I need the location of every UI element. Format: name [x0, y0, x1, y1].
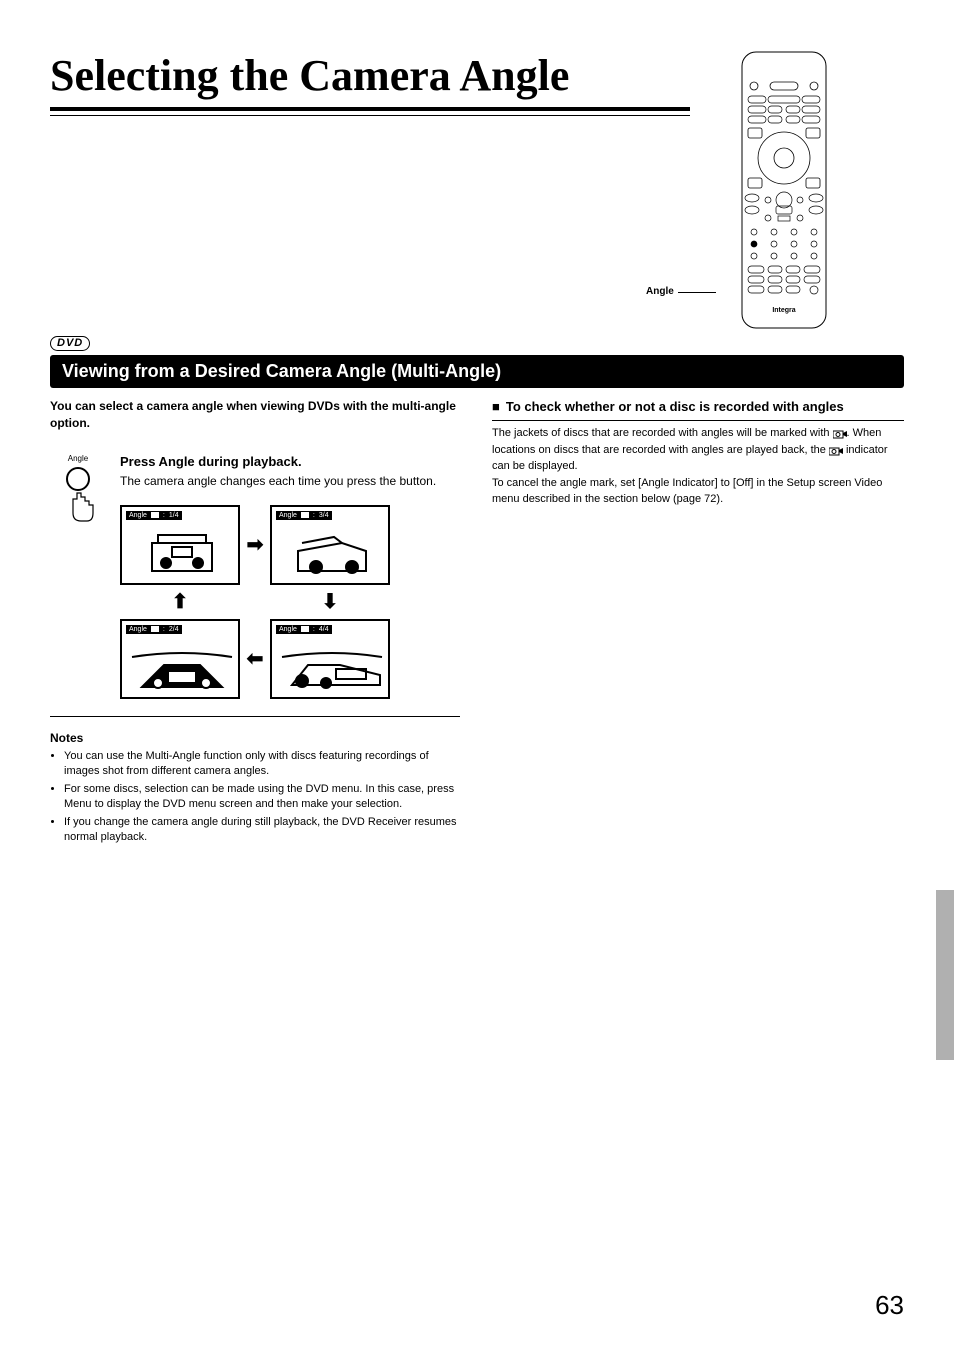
camera-icon: [829, 445, 843, 455]
camera-icon: [833, 428, 847, 438]
page-number: 63: [875, 1290, 904, 1321]
step-text: The camera angle changes each time you p…: [120, 473, 460, 490]
remote-diagram: Angle: [704, 50, 864, 330]
angle-button-label: Angle: [50, 454, 106, 463]
square-bullet-icon: ■: [492, 398, 500, 416]
remote-brand-label: Integra: [772, 307, 795, 314]
screen-label-prefix: Angle: [129, 512, 147, 519]
step-row: Angle Press Angle during playback. The c…: [50, 454, 460, 717]
section-header-bar: Viewing from a Desired Camera Angle (Mul…: [50, 355, 904, 388]
screen-angle-3: Angle:3/4: [270, 505, 390, 585]
right-body-text: The jackets of discs that are recorded w…: [492, 425, 904, 508]
right-column: ■ To check whether or not a disc is reco…: [492, 398, 904, 847]
arrow-right-icon: ➡: [247, 532, 264, 557]
screen-angle-4: Angle:4/4: [270, 619, 390, 699]
intro-text: You can select a camera angle when viewi…: [50, 398, 460, 432]
screen-angle-1: Angle:1/4: [120, 505, 240, 585]
step-heading: Press Angle during playback.: [120, 454, 460, 469]
screen-angle-2: Angle:2/4: [120, 619, 240, 699]
right-divider: [492, 420, 904, 421]
note-item: You can use the Multi-Angle function onl…: [64, 749, 460, 780]
arrow-down-icon: ⬇: [322, 589, 339, 614]
dvd-badge: DVD: [50, 336, 90, 351]
title-underline: [50, 115, 690, 116]
remote-control-icon: Integra: [734, 50, 834, 330]
camera-mini-icon: [151, 512, 159, 518]
arrow-up-icon: ⬆: [172, 589, 189, 614]
notes-heading: Notes: [50, 731, 460, 745]
side-tab: [936, 890, 954, 1060]
screen-angle-value: 1/4: [169, 512, 179, 519]
page-title: Selecting the Camera Angle: [50, 50, 690, 111]
angle-screens-grid: Angle:1/4 ➡ Angle:3/4 ⬆ ⬇ Angle:: [120, 500, 460, 704]
arrow-left-icon: ⬅: [247, 646, 264, 671]
remote-callout-line: [678, 292, 716, 293]
note-item: For some discs, selection can be made us…: [64, 782, 460, 813]
note-item: If you change the camera angle during st…: [64, 815, 460, 846]
left-column: You can select a camera angle when viewi…: [50, 398, 460, 847]
check-heading: ■ To check whether or not a disc is reco…: [492, 398, 904, 416]
notes-list: You can use the Multi-Angle function onl…: [50, 749, 460, 845]
remote-angle-callout: Angle: [646, 286, 674, 297]
press-button-icon: [55, 465, 101, 525]
angle-button-icon: Angle: [50, 454, 106, 704]
